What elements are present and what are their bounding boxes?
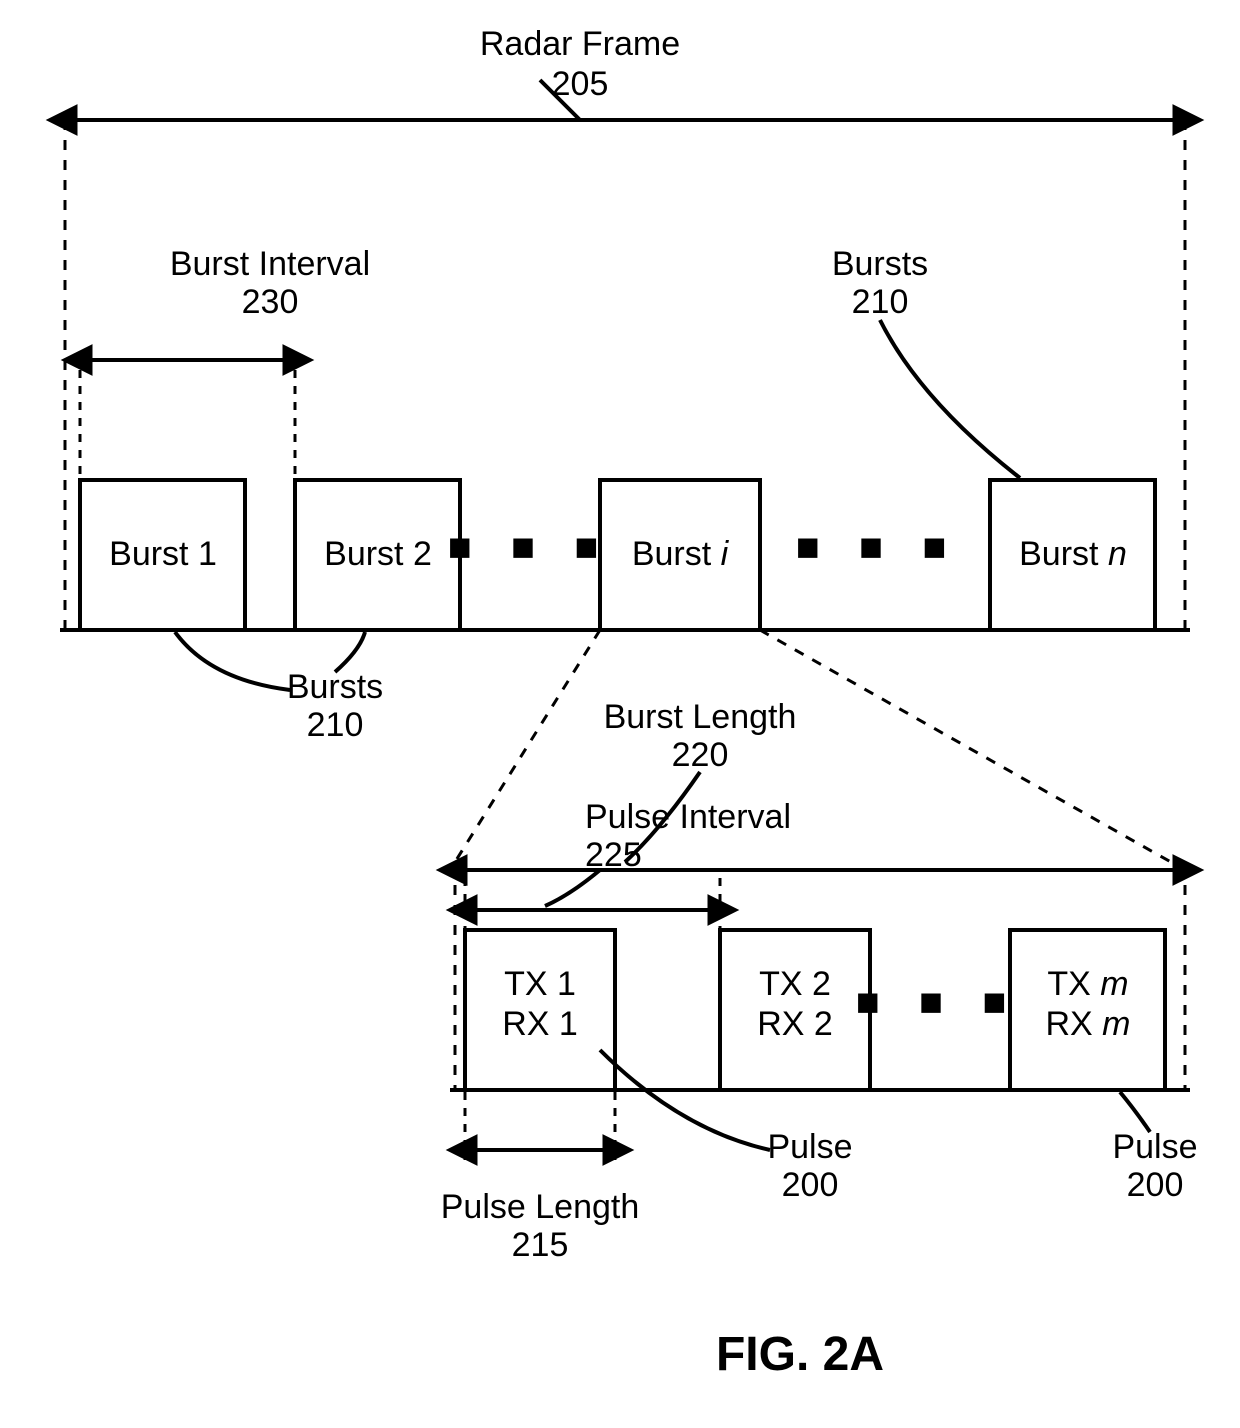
burst-length-leader	[625, 772, 700, 862]
zoom-lines	[450, 630, 1185, 870]
pulse-1-rx: RX 1	[502, 1005, 578, 1043]
burst-label-n: Burst n	[1019, 535, 1127, 573]
top-ellipsis-1: ■ ■ ■	[448, 525, 613, 569]
pulse-1-tx: TX 1	[504, 965, 576, 1003]
radar-frame-ref: 205	[552, 65, 609, 103]
pulse-callout-right-leader	[1120, 1092, 1150, 1132]
bottom-ellipsis: ■ ■ ■	[856, 980, 1021, 1024]
burst-length-ref: 220	[672, 736, 729, 774]
pulse-callout-right-ref: 200	[1127, 1166, 1184, 1204]
burst-interval-ref: 230	[242, 283, 299, 321]
bottom-timeline: Burst Length 220 TX 1 RX 1 TX 2 RX 2 TX …	[441, 698, 1198, 1264]
pulse-2-rx: RX 2	[757, 1005, 833, 1043]
burst-label-i: Burst i	[632, 535, 730, 573]
pulse-callout-left-ref: 200	[782, 1166, 839, 1204]
burst-label-2: Burst 2	[324, 535, 432, 573]
top-ellipsis-2: ■ ■ ■	[796, 525, 961, 569]
bursts-callout-left-ref: 210	[307, 706, 364, 744]
pulse-m-tx: TX m	[1047, 965, 1128, 1003]
bursts-callout-right-leader	[880, 320, 1020, 478]
pulse-2-tx: TX 2	[759, 965, 831, 1003]
bursts-callout-left-leader-1	[175, 632, 290, 690]
top-timeline: Radar Frame 205 Burst 1 Burst 2 Burst i …	[60, 25, 1190, 744]
diagram-svg: Radar Frame 205 Burst 1 Burst 2 Burst i …	[0, 0, 1240, 1428]
bursts-callout-right-ref: 210	[852, 283, 909, 321]
pulse-length-ref: 215	[512, 1226, 569, 1264]
pulse-length-label: Pulse Length	[441, 1188, 640, 1226]
bursts-callout-left-label: Bursts	[287, 668, 383, 706]
pulse-callout-right-label: Pulse	[1112, 1128, 1197, 1166]
radar-frame-label: Radar Frame	[480, 25, 680, 63]
figure-label: FIG. 2A	[716, 1328, 884, 1381]
burst-label-1: Burst 1	[109, 535, 217, 573]
bursts-callout-left-leader-2	[335, 632, 365, 672]
pulse-m-rx: RX m	[1045, 1005, 1130, 1043]
burst-interval-label: Burst Interval	[170, 245, 370, 283]
pulse-callout-left-label: Pulse	[767, 1128, 852, 1166]
bursts-callout-right-label: Bursts	[832, 245, 928, 283]
burst-length-label: Burst Length	[604, 698, 797, 736]
